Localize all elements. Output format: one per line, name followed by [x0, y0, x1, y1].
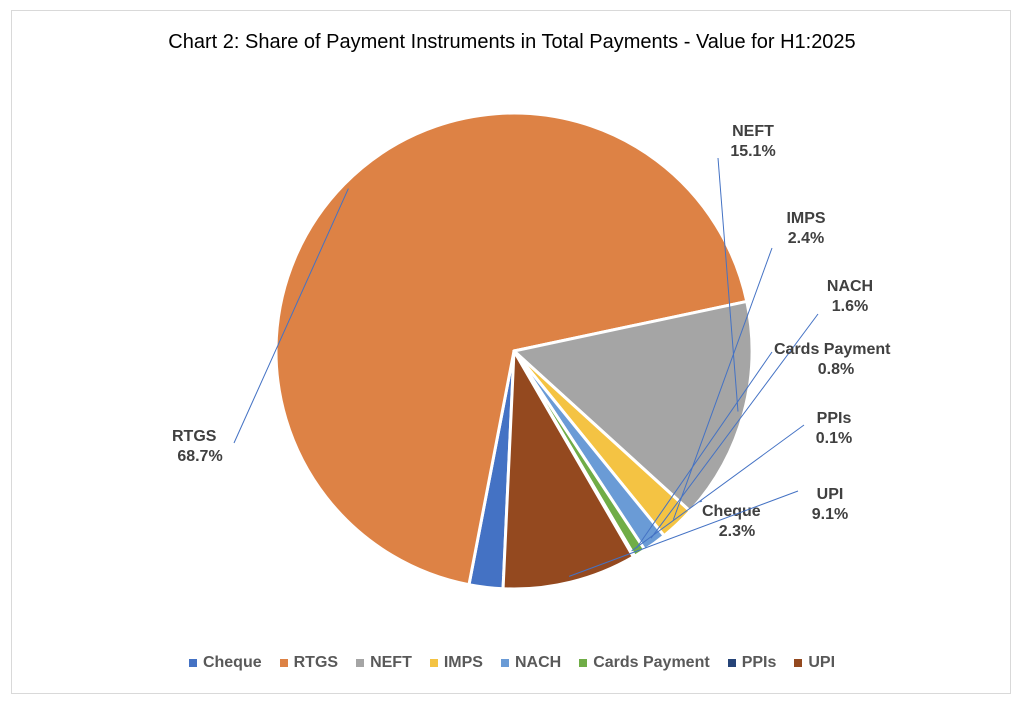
leader-line-imps	[672, 247, 773, 520]
leader-line-cards-payment	[636, 351, 773, 549]
legend-label: RTGS	[293, 654, 339, 671]
legend-swatch	[794, 659, 803, 667]
slice-label-nach: NACH	[827, 278, 873, 295]
slice-value-rtgs: 68.7%	[177, 448, 222, 465]
chart-frame: Chart 2: Share of Payment Instruments in…	[11, 10, 1011, 694]
legend-label: PPIs	[741, 654, 777, 671]
legend-item-ppis: PPIs	[727, 654, 777, 672]
legend-label: IMPS	[443, 654, 483, 671]
slice-value-nach: 1.6%	[832, 298, 868, 315]
pie-chart: Cheque 2.3% RTGS 68.7% NEFT 15.1% IMPS 2.4% NACH…	[172, 111, 891, 591]
legend-swatch	[500, 659, 509, 667]
pie-slice-upi	[501, 349, 635, 591]
legend-item-rtgs: RTGS	[279, 654, 339, 672]
slice-value-cheque: 2.3%	[719, 523, 755, 540]
slice-label-rtgs: RTGS	[172, 428, 217, 445]
legend-swatch	[429, 659, 438, 667]
legend-swatch	[727, 659, 736, 667]
legend-label: UPI	[808, 654, 836, 671]
pie-slice-rtgs	[274, 111, 749, 587]
legend-item-imps: IMPS	[429, 654, 483, 672]
legend-item-upi: UPI	[794, 654, 835, 672]
legend-item-neft: NEFT	[356, 654, 412, 672]
leader-line-rtgs	[233, 188, 349, 444]
slice-value-imps: 2.4%	[788, 230, 824, 247]
legend-swatch	[356, 659, 365, 667]
slice-label-cards-payment: Cards Payment	[774, 341, 891, 358]
slice-value-neft: 15.1%	[730, 143, 775, 160]
legend-label: Cheque	[202, 654, 262, 671]
slice-value-cards-payment: 0.8%	[818, 361, 854, 378]
leader-line-nach	[650, 313, 819, 539]
legend-swatch	[279, 659, 288, 667]
legend: Cheque RTGS NEFT IMPS NACH Cards Payment PPIs U…	[12, 654, 1012, 672]
slice-label-neft: NEFT	[732, 123, 774, 140]
leader-line-neft	[717, 157, 739, 412]
slice-label-cheque: Cheque	[702, 503, 761, 520]
chart-title: Chart 2: Share of Payment Instruments in…	[168, 31, 856, 53]
leader-line-ppis	[630, 424, 805, 552]
legend-label: NACH	[514, 654, 562, 671]
slice-label-ppis: PPIs	[817, 410, 852, 427]
slice-value-upi: 9.1%	[812, 506, 848, 523]
legend-swatch	[579, 659, 588, 667]
legend-label: NEFT	[370, 654, 412, 671]
slice-value-ppis: 0.1%	[816, 430, 852, 447]
leader-line-upi	[568, 490, 799, 577]
legend-item-cheque: Cheque	[188, 654, 262, 672]
legend-label: Cards Payment	[593, 654, 710, 671]
legend-item-nach: NACH	[500, 654, 562, 672]
slice-label-imps: IMPS	[786, 210, 825, 227]
slice-label-upi: UPI	[817, 486, 844, 503]
legend-swatch	[188, 659, 197, 667]
legend-item-cards-payment: Cards Payment	[579, 654, 710, 672]
